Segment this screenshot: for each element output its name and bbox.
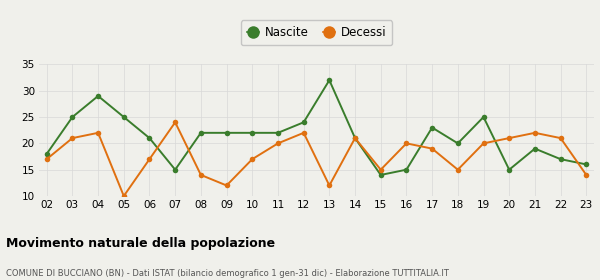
Nascite xyxy=(557,157,564,161)
Nascite xyxy=(352,136,359,140)
Nascite xyxy=(172,168,179,171)
Decessi xyxy=(583,173,590,177)
Decessi xyxy=(377,168,385,171)
Text: COMUNE DI BUCCIANO (BN) - Dati ISTAT (bilancio demografico 1 gen-31 dic) - Elabo: COMUNE DI BUCCIANO (BN) - Dati ISTAT (bi… xyxy=(6,269,449,278)
Decessi xyxy=(403,142,410,145)
Decessi xyxy=(69,136,76,140)
Nascite xyxy=(197,131,205,134)
Decessi xyxy=(274,142,281,145)
Decessi xyxy=(223,184,230,187)
Nascite xyxy=(377,173,385,177)
Nascite xyxy=(532,147,539,150)
Decessi xyxy=(454,168,461,171)
Nascite xyxy=(120,115,127,119)
Text: Movimento naturale della popolazione: Movimento naturale della popolazione xyxy=(6,237,275,249)
Decessi xyxy=(557,136,564,140)
Decessi xyxy=(428,147,436,150)
Nascite xyxy=(583,163,590,166)
Decessi xyxy=(480,142,487,145)
Nascite xyxy=(94,94,101,98)
Decessi xyxy=(43,157,50,161)
Decessi xyxy=(352,136,359,140)
Nascite xyxy=(480,115,487,119)
Decessi xyxy=(248,157,256,161)
Line: Decessi: Decessi xyxy=(44,120,589,199)
Nascite xyxy=(223,131,230,134)
Decessi xyxy=(506,136,513,140)
Decessi xyxy=(146,157,153,161)
Nascite xyxy=(454,142,461,145)
Nascite xyxy=(506,168,513,171)
Legend: Nascite, Decessi: Nascite, Decessi xyxy=(241,20,392,45)
Nascite xyxy=(274,131,281,134)
Decessi xyxy=(120,194,127,198)
Nascite xyxy=(300,121,307,124)
Nascite xyxy=(69,115,76,119)
Nascite xyxy=(248,131,256,134)
Decessi xyxy=(197,173,205,177)
Decessi xyxy=(94,131,101,134)
Nascite xyxy=(428,126,436,129)
Decessi xyxy=(172,121,179,124)
Decessi xyxy=(300,131,307,134)
Nascite xyxy=(326,78,333,82)
Nascite xyxy=(43,152,50,156)
Nascite xyxy=(146,136,153,140)
Line: Nascite: Nascite xyxy=(44,77,589,178)
Nascite xyxy=(403,168,410,171)
Decessi xyxy=(326,184,333,187)
Decessi xyxy=(532,131,539,134)
